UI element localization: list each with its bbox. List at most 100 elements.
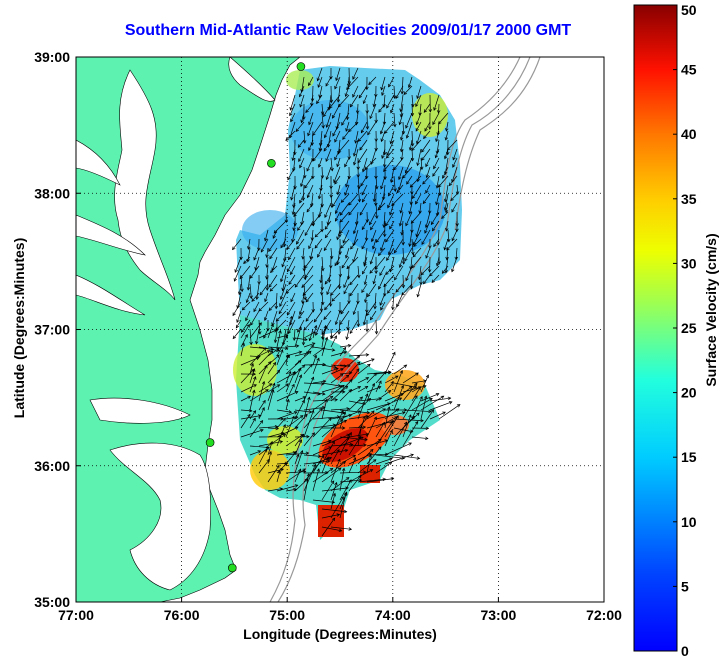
velocity-vector: [310, 247, 314, 259]
velocity-vector-head: [334, 180, 338, 185]
velocity-vector-head: [362, 415, 366, 420]
velocity-vector-head: [409, 285, 414, 290]
velocity-vector-head: [297, 144, 302, 148]
velocity-vector: [336, 229, 341, 240]
velocity-vector: [312, 355, 317, 366]
velocity-vector: [366, 402, 391, 411]
velocity-vector-head: [446, 246, 450, 251]
velocity-vector: [348, 453, 372, 465]
velocity-vector: [285, 468, 306, 483]
velocity-vector-head: [267, 361, 272, 365]
velocity-vector-head: [298, 367, 302, 372]
velocity-vector-head: [288, 256, 292, 261]
velocity-vector: [232, 328, 242, 339]
velocity-vector-head: [269, 440, 274, 445]
velocity-vector: [283, 229, 287, 247]
velocity-vector: [432, 112, 440, 125]
velocity-vector: [364, 247, 368, 265]
velocity-vector: [375, 371, 387, 384]
velocity-vector: [393, 422, 407, 447]
velocity-vector-head: [416, 412, 420, 416]
velocity-vector: [411, 211, 422, 224]
velocity-vector: [380, 175, 386, 189]
velocity-vector: [303, 454, 321, 457]
velocity-vector-head: [266, 350, 271, 354]
velocity-vector-head: [423, 109, 428, 113]
velocity-vector: [375, 319, 377, 334]
velocity-vector-head: [359, 396, 364, 401]
velocity-vector: [350, 94, 359, 108]
velocity-vector: [451, 202, 458, 213]
velocity-vector-head: [336, 163, 340, 168]
velocity-vector-head: [370, 161, 374, 165]
velocity-vector: [258, 346, 280, 352]
velocity-vector: [258, 365, 268, 384]
velocity-vector-head: [287, 176, 291, 181]
velocity-vector-head: [237, 291, 242, 296]
velocity-vector: [383, 112, 386, 125]
velocity-vector-head: [306, 194, 311, 199]
velocity-vector: [436, 139, 440, 154]
velocity-vector: [290, 265, 296, 275]
velocity-vector-head: [260, 249, 264, 253]
velocity-vector-head: [340, 310, 344, 315]
velocity-vector-head: [371, 382, 376, 387]
velocity-vector-head: [318, 142, 323, 147]
velocity-vector-head: [293, 213, 297, 218]
velocity-vector: [384, 121, 395, 134]
velocity-vector-head: [325, 176, 329, 181]
velocity-vector: [380, 301, 386, 311]
velocity-vector-head: [415, 200, 419, 205]
velocity-vector-head: [343, 350, 348, 355]
velocity-vector: [386, 148, 395, 159]
velocity-vector-head: [323, 113, 327, 118]
velocity-vector: [388, 76, 395, 88]
velocity-patch-peak: [360, 465, 380, 483]
velocity-vector: [406, 175, 413, 185]
velocity-vector: [394, 265, 404, 281]
velocity-vector: [423, 103, 431, 113]
velocity-vector: [288, 247, 296, 260]
velocity-vector: [267, 441, 273, 456]
velocity-vector: [366, 301, 377, 316]
velocity-vector: [232, 238, 242, 250]
velocity-vector: [276, 349, 283, 366]
velocity-vector: [360, 175, 368, 187]
velocity-vector-head: [274, 424, 279, 429]
velocity-vector-head: [352, 311, 356, 316]
velocity-vector-head: [245, 317, 249, 322]
velocity-vector: [240, 414, 251, 429]
velocity-vector-head: [339, 230, 343, 235]
velocity-vector: [411, 274, 413, 289]
velocity-vector: [415, 121, 422, 132]
velocity-vector-head: [359, 425, 363, 429]
y-axis-label: Latitude (Degrees:Minutes): [11, 237, 27, 419]
velocity-vector: [253, 247, 260, 261]
velocity-vector: [321, 399, 328, 420]
velocity-vector-head: [400, 384, 405, 389]
velocity-vector: [286, 238, 296, 250]
velocity-vector-head: [319, 407, 323, 412]
velocity-vector: [306, 157, 314, 172]
velocity-vector-head: [380, 247, 384, 252]
velocity-vector-head: [289, 315, 293, 320]
velocity-vector: [348, 396, 363, 411]
velocity-vector: [330, 157, 333, 171]
velocity-vector: [294, 274, 305, 288]
velocity-vector-head: [408, 386, 413, 390]
velocity-vector-head: [399, 148, 404, 153]
velocity-vector-head: [381, 421, 385, 426]
velocity-vector: [375, 202, 378, 219]
velocity-vector: [312, 148, 323, 162]
velocity-vector-head: [281, 263, 285, 268]
velocity-vector-head: [305, 298, 310, 303]
velocity-vector-head: [297, 227, 301, 231]
velocity-vector: [349, 274, 359, 285]
velocity-vector-head: [326, 221, 330, 226]
velocity-vector-head: [380, 138, 384, 143]
velocity-vector-head: [323, 147, 327, 152]
velocity-vector: [390, 130, 395, 144]
velocity-vector: [249, 347, 267, 366]
velocity-vector-head: [344, 491, 348, 496]
velocity-vector: [290, 292, 296, 302]
